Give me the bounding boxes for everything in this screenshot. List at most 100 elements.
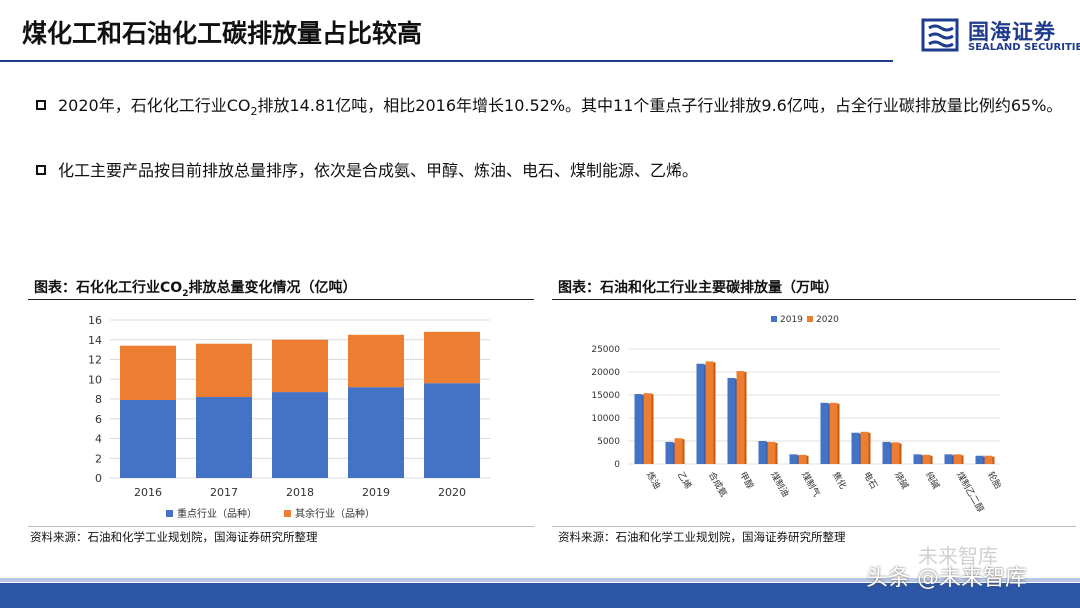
header-divider [0,60,893,62]
bar-key-2016 [120,399,176,478]
y-tick-label: 4 [95,433,102,446]
right-grouped-bar-chart: 0 5000 10000 15000 20000 25000 炼油 乙烯 合成氨 甲醇 煤制油 煤制气… [591,315,1004,515]
bar-side-2020-煤制乙二醇 [961,455,964,464]
bar-2019-烧碱 [882,441,891,464]
y-tick-label: 10000 [591,414,620,424]
legend-label: 2020 [816,315,839,325]
bar-2020-煤制气 [798,454,807,464]
x-tick-label: 炼油 [644,470,663,492]
x-tick-label: 煤制气 [799,470,823,499]
left-source-rule [28,526,534,527]
bar-2019-轮胎 [975,455,984,464]
bar-2020-轮胎 [984,455,993,464]
x-tick-label: 电石 [861,470,880,492]
legend-swatch [771,316,777,322]
bar-2019-电石 [851,432,860,464]
bar-side-2020-炼油 [651,394,654,464]
bar-2020-纯碱 [922,454,931,464]
watermark-top: 未来智库 [918,544,998,568]
bar-side-2020-乙烯 [682,439,685,464]
y-tick-label: 12 [88,354,102,367]
bar-2020-煤制油 [767,441,776,464]
bar-2020-烧碱 [891,442,900,464]
bullet-point-1: 2020年，石化化工行业CO2排放14.81亿吨，相比2016年增长10.52%… [36,93,1076,125]
bar-2019-甲醇 [727,377,736,464]
y-tick-label: 14 [88,334,102,347]
bar-side-2020-甲醇 [744,372,747,464]
bar-2019-合成氨 [696,363,705,464]
bar-key-2017 [196,397,252,478]
bar-2020-煤制乙二醇 [953,454,962,464]
x-tick-label-group: 炼油 [644,470,663,492]
left-stacked-bar-chart: 0 2 4 6 8 10 12 14 16 2016 2017 2018 2019 2020 重点行业（品种… [88,314,490,520]
legend-label: 重点行业（品种） [177,507,257,520]
x-tick-label: 2019 [362,486,390,499]
bullet-square-icon [36,100,46,110]
x-tick-label-group: 轮胎 [985,470,1004,492]
x-tick-label: 煤制油 [768,470,792,499]
bar-2019-煤制油 [758,441,767,464]
left-caption-subscript: 2 [182,288,189,299]
bar-side-2020-焦化 [837,403,840,464]
bar-key-2018 [272,392,328,478]
y-tick-label: 6 [95,413,102,426]
company-logo: 国海证券 SEALAND SECURITIES [920,14,1080,58]
x-tick-label-group: 甲醇 [737,470,756,492]
footer-stripe [0,578,1080,582]
bar-2020-乙烯 [674,438,683,464]
x-tick-label-group: 煤制油 [768,470,792,499]
bar-2019-炼油 [634,394,643,464]
right-chart-caption: 图表：石油和化工行业主要碳排放量（万吨） [558,280,838,296]
bar-other-2017 [196,343,252,398]
x-tick-label: 纯碱 [923,470,942,492]
bar-side-2020-煤制气 [806,455,809,464]
bar-other-2019 [348,334,404,388]
x-tick-label-group: 合成氨 [706,470,730,499]
y-tick-label: 2 [95,452,102,465]
x-tick-label: 乙烯 [675,470,694,492]
x-tick-label-group: 电石 [861,470,880,492]
bar-2019-纯碱 [913,454,922,464]
legend-label: 2019 [780,315,803,325]
bar-side-2020-纯碱 [930,455,933,464]
x-tick-label: 合成氨 [706,470,730,499]
y-tick-label: 0 [614,460,620,470]
y-tick-label: 0 [95,472,102,485]
left-caption-a: 图表：石化化工行业CO [34,280,183,296]
bar-other-2018 [272,339,328,393]
legend-swatch [807,316,813,322]
bullet-1-text-a: 2020年，石化化工行业CO [58,96,251,115]
x-tick-label: 焦化 [830,470,849,492]
y-tick-label: 16 [88,314,102,327]
y-tick-label: 5000 [597,437,620,447]
left-caption-b: 排放总量变化情况（亿吨） [188,280,357,296]
x-tick-label: 轮胎 [985,470,1004,492]
bar-2019-乙烯 [665,441,674,464]
bar-other-2020 [424,331,480,384]
x-tick-label: 2016 [134,486,162,499]
right-chart-source: 资料来源：石油和化学工业规划院，国海证券研究所整理 [558,530,846,544]
bar-2019-煤制乙二醇 [944,454,953,464]
x-tick-label: 烧碱 [892,470,911,492]
bar-side-2020-轮胎 [992,456,995,464]
sealand-logo-icon [921,18,959,52]
bullet-2-text: 化工主要产品按目前排放总量排序，依次是合成氨、甲醇、炼油、电石、煤制能源、乙烯。 [58,161,699,180]
bar-key-2020 [424,383,480,478]
x-tick-label: 甲醇 [737,470,756,492]
y-tick-label: 25000 [591,345,620,355]
left-caption-rule [28,299,534,300]
bar-key-2019 [348,387,404,478]
bar-2020-焦化 [829,402,838,464]
y-tick-label: 10 [88,373,102,386]
x-tick-label-group: 烧碱 [892,470,911,492]
x-tick-label: 2020 [438,486,466,499]
x-tick-label-group: 煤制乙二醇 [954,470,987,515]
legend-label: 其余行业（品种） [295,507,375,520]
right-source-rule [552,526,1076,527]
footer-bar [0,583,1080,608]
y-tick-label: 8 [95,393,102,406]
x-tick-label-group: 煤制气 [799,470,823,499]
bar-2019-煤制气 [789,454,798,464]
x-tick-label: 煤制乙二醇 [954,470,987,515]
bullet-1-text-b: 排放14.81亿吨，相比2016年增长10.52%。其中11个重点子行业排放9.… [257,96,1063,115]
